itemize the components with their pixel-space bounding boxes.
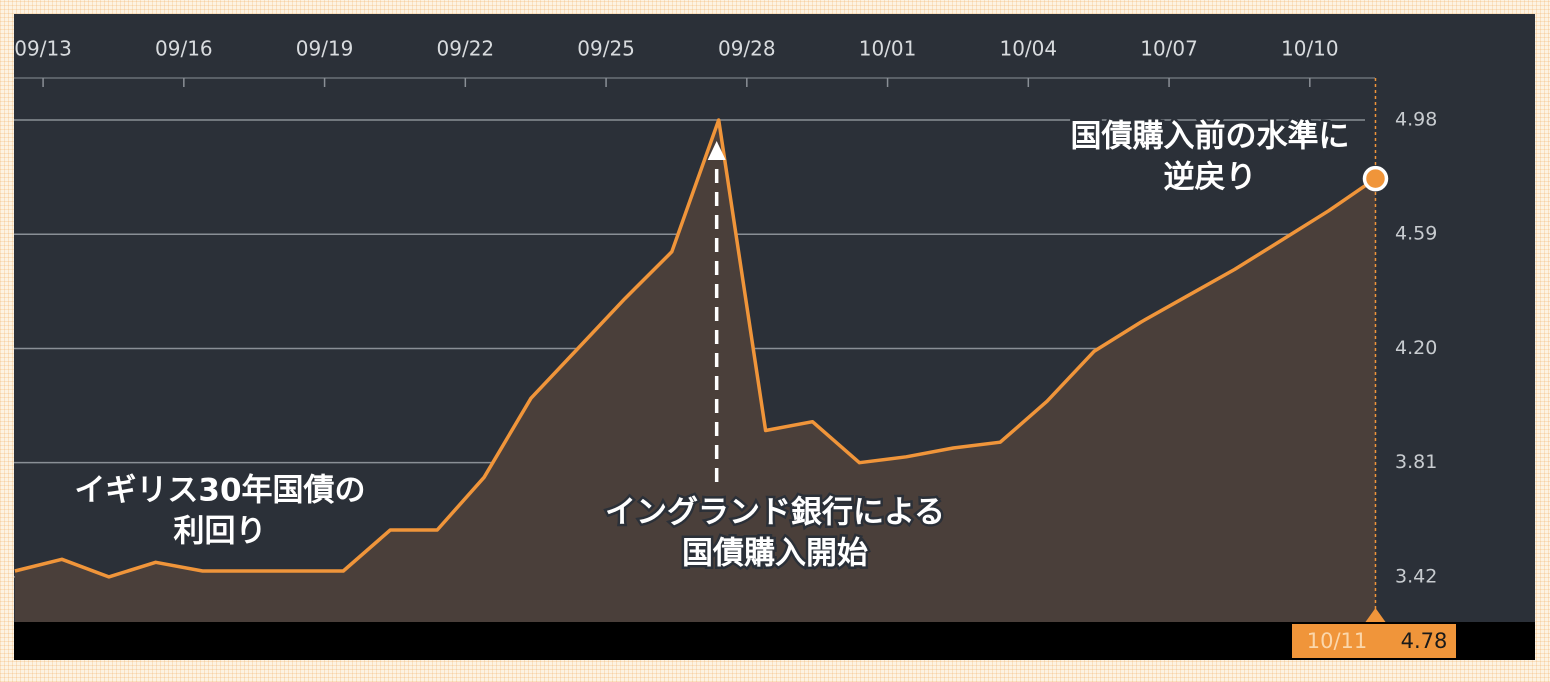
- x-tick-label: 09/16: [155, 37, 213, 61]
- cursor-pointer: [1365, 608, 1386, 622]
- bottom-bar: [14, 622, 1535, 660]
- x-tick-label: 10/04: [999, 37, 1057, 61]
- line: [14, 118, 1377, 579]
- x-tick-label: 10/07: [1140, 37, 1198, 61]
- x-tick-label: 10/01: [859, 37, 917, 61]
- annotation: 国債購入開始: [682, 536, 868, 572]
- x-tick-label: 09/25: [577, 37, 635, 61]
- x-tick-label: 09/22: [437, 37, 495, 61]
- y-tick-label: 4.20: [1395, 337, 1437, 359]
- annotation: 逆戻り: [1164, 160, 1257, 196]
- annotation: イングランド銀行による: [605, 495, 945, 531]
- cursor-label-box: [1292, 624, 1456, 658]
- area: [14, 120, 1376, 622]
- y-tick-label: 3.81: [1395, 451, 1437, 473]
- cursor-value: 4.78: [1401, 629, 1448, 653]
- x-tick-label: 09/19: [296, 37, 354, 61]
- y-tick-label: 3.42: [1395, 565, 1437, 587]
- y-tick-label: 4.59: [1395, 223, 1437, 245]
- last-point: [1362, 165, 1389, 192]
- x-tick-label: 10/10: [1281, 37, 1339, 61]
- annotation: 利回り: [174, 514, 267, 550]
- annotation: イギリス30年国債の: [74, 473, 365, 509]
- annotation: 国債購入前の水準に: [1071, 119, 1350, 155]
- x-tick-label: 09/28: [718, 37, 776, 61]
- y-tick-label: 4.98: [1395, 109, 1437, 131]
- x-tick-label: 09/13: [14, 37, 72, 61]
- arrow-head: [707, 141, 726, 160]
- cursor-date: 10/11: [1307, 629, 1368, 653]
